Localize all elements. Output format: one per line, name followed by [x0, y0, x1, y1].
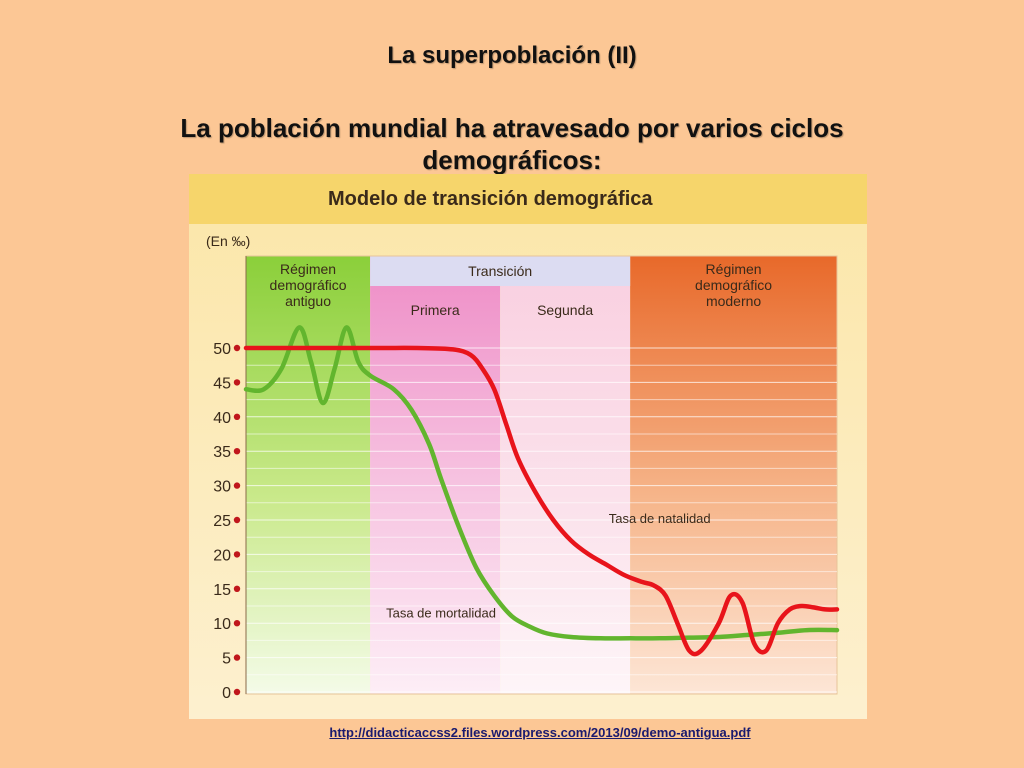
band-antiguo: [246, 256, 371, 694]
band-moderno: [630, 256, 837, 694]
y-tick-label: 30: [213, 479, 231, 496]
band-segunda: [500, 256, 631, 694]
y-tick-dot: [233, 620, 241, 627]
y-tick-label: 25: [213, 513, 231, 530]
demographic-transition-chart: Modelo de transición demográfica (En ‰) …: [189, 174, 867, 719]
y-tick-dot: [233, 654, 241, 661]
series-lines: [243, 325, 840, 657]
y-axis-label: (En ‰): [206, 233, 250, 249]
slide-subtitle: La población mundial ha atravesado por v…: [0, 112, 1024, 176]
y-tick-dot: [233, 413, 241, 420]
chart-header-band: [189, 174, 867, 224]
y-tick-dot: [233, 688, 241, 696]
chart-svg: Modelo de transición demográfica (En ‰) …: [189, 174, 867, 719]
annotation-mortalidad: Tasa de mortalidad: [386, 606, 496, 621]
y-tick-dot: [233, 379, 241, 386]
annotations: Tasa de natalidad Tasa de mortalidad: [386, 511, 711, 621]
y-tick-label: 40: [213, 410, 231, 427]
band-primera: [370, 256, 501, 694]
y-tick-dot: [233, 585, 241, 592]
y-tick-label: 50: [213, 341, 231, 358]
slide-subtitle-line1: La población mundial ha atravesado por v…: [180, 113, 844, 143]
gridlines: [246, 347, 837, 693]
phase-label-antiguo: Régimen demográfico antiguo: [270, 261, 347, 309]
y-tick-dot: [233, 482, 241, 489]
y-tick-label: 35: [213, 444, 231, 461]
mortalidad-line: [243, 325, 840, 641]
y-tick-label: 10: [213, 616, 231, 633]
y-tick-label: 0: [222, 685, 231, 702]
chart-title: Modelo de transición demográfica: [328, 188, 653, 210]
y-tick-dot: [233, 516, 241, 524]
y-axis: 0 5 10 15 20 25 30 35 40 45 50: [213, 256, 247, 702]
y-tick-dot: [233, 344, 241, 352]
phase-label-segunda: Segunda: [537, 302, 593, 318]
y-tick-dot: [233, 448, 241, 455]
y-tick-label: 5: [222, 651, 231, 668]
slide-subtitle-line2: demográficos:: [422, 145, 602, 175]
phase-label-transicion: Transición: [468, 263, 532, 279]
transition-header: [370, 256, 631, 286]
phase-label-primera: Primera: [411, 302, 460, 318]
y-tick-label: 15: [213, 582, 231, 599]
y-tick-label: 45: [213, 375, 231, 392]
phase-labels: Régimen demográfico antiguo Transición Prime…: [270, 261, 773, 318]
natalidad-line: [243, 345, 840, 657]
annotation-natalidad: Tasa de natalidad: [609, 511, 711, 526]
source-link[interactable]: http://didacticaccss2.files.wordpress.co…: [329, 725, 751, 740]
slide-title: La superpoblación (II): [387, 42, 637, 69]
y-tick-dot: [233, 551, 241, 558]
y-tick-label: 20: [213, 547, 231, 564]
phase-label-moderno: Régimen demográfico moderno: [695, 261, 772, 309]
